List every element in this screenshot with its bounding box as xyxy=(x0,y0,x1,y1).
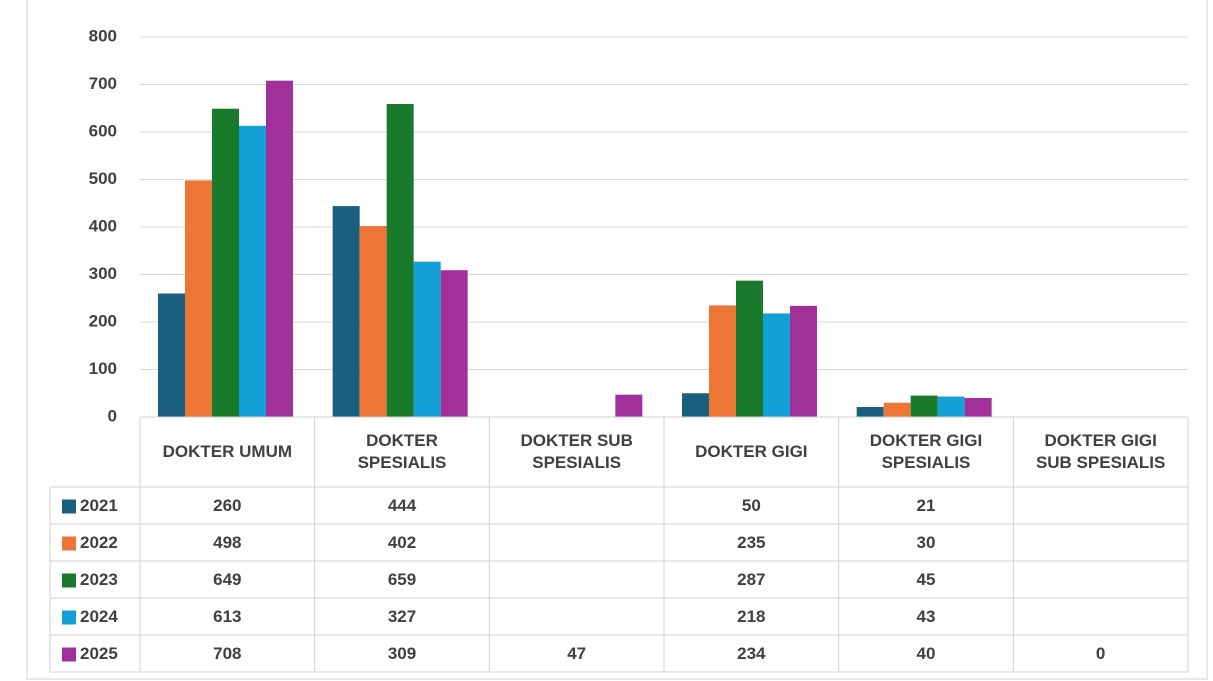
table-value: 40 xyxy=(917,644,936,663)
table-value: 235 xyxy=(737,533,765,552)
table-value: 47 xyxy=(567,644,586,663)
bar xyxy=(386,103,414,417)
legend-label: 2024 xyxy=(80,607,118,626)
table-value: 287 xyxy=(737,570,765,589)
bar xyxy=(937,396,965,417)
category-label: DOKTER GIGI SPESIALIS xyxy=(839,417,1014,487)
category-label: DOKTER GIGI xyxy=(664,417,839,487)
bar xyxy=(790,305,817,417)
y-tick-label: 800 xyxy=(89,26,117,45)
y-tick-label: 700 xyxy=(89,74,117,93)
table-value: 43 xyxy=(917,607,936,626)
category-text: DOKTER UMUM xyxy=(162,442,293,461)
bar xyxy=(709,305,736,417)
legend-swatch xyxy=(62,573,76,588)
bar xyxy=(239,125,266,417)
y-tick-label: 200 xyxy=(89,311,117,330)
table-value: 613 xyxy=(213,607,241,626)
category-label: DOKTER UMUM xyxy=(140,417,315,487)
bar xyxy=(359,226,387,417)
table-value: 498 xyxy=(213,533,241,552)
table-value: 218 xyxy=(737,607,765,626)
table-value: 309 xyxy=(388,644,416,663)
bar xyxy=(212,108,239,417)
table-value: 327 xyxy=(388,607,416,626)
category-text: DOKTER SPESIALIS xyxy=(357,431,447,472)
y-tick-label: 600 xyxy=(89,121,117,140)
table-value: 50 xyxy=(742,496,761,515)
y-tick-label: 400 xyxy=(89,216,117,235)
legend-swatch xyxy=(62,647,76,662)
legend-label: 2023 xyxy=(80,570,118,589)
y-tick-label: 100 xyxy=(89,359,117,378)
table-value: 649 xyxy=(213,570,241,589)
table-value: 260 xyxy=(213,496,241,515)
category-label: DOKTER SPESIALIS xyxy=(315,417,490,487)
category-text: DOKTER GIGI SUB SPESIALIS xyxy=(1035,431,1166,472)
bar xyxy=(682,393,709,417)
bar xyxy=(158,293,185,417)
category-text: DOKTER SUB SPESIALIS xyxy=(520,431,633,472)
table-value: 0 xyxy=(1096,644,1105,663)
legend-label: 2021 xyxy=(80,496,118,515)
bar xyxy=(413,261,441,417)
legend-swatch xyxy=(62,610,76,625)
category-text: DOKTER GIGI SPESIALIS xyxy=(869,431,983,472)
legend-swatch xyxy=(62,499,76,514)
legend-label: 2025 xyxy=(80,644,118,663)
bar xyxy=(856,407,884,417)
legend-label: 2022 xyxy=(80,533,118,552)
bar xyxy=(332,206,360,417)
legend-swatch xyxy=(62,536,76,551)
table-value: 45 xyxy=(917,570,936,589)
table-value: 30 xyxy=(917,533,936,552)
table-value: 708 xyxy=(213,644,241,663)
frame xyxy=(26,0,1208,680)
table-value: 402 xyxy=(388,533,416,552)
y-tick-label: 0 xyxy=(108,406,117,425)
table-value: 234 xyxy=(737,644,766,663)
bar xyxy=(185,180,212,417)
category-label: DOKTER SUB SPESIALIS xyxy=(489,417,664,487)
y-tick-label: 300 xyxy=(89,264,117,283)
bar xyxy=(910,395,938,417)
bar xyxy=(266,80,293,417)
bar xyxy=(964,398,992,417)
table-value: 444 xyxy=(388,496,417,515)
bar xyxy=(736,280,763,417)
table-value: 659 xyxy=(388,570,416,589)
category-text: DOKTER GIGI xyxy=(695,442,808,461)
bar xyxy=(883,402,911,417)
bar xyxy=(763,313,790,417)
bar xyxy=(615,394,643,417)
category-label: DOKTER GIGI SUB SPESIALIS xyxy=(1013,417,1188,487)
table-value: 21 xyxy=(917,496,936,515)
bar xyxy=(440,270,468,417)
y-tick-label: 500 xyxy=(89,169,117,188)
